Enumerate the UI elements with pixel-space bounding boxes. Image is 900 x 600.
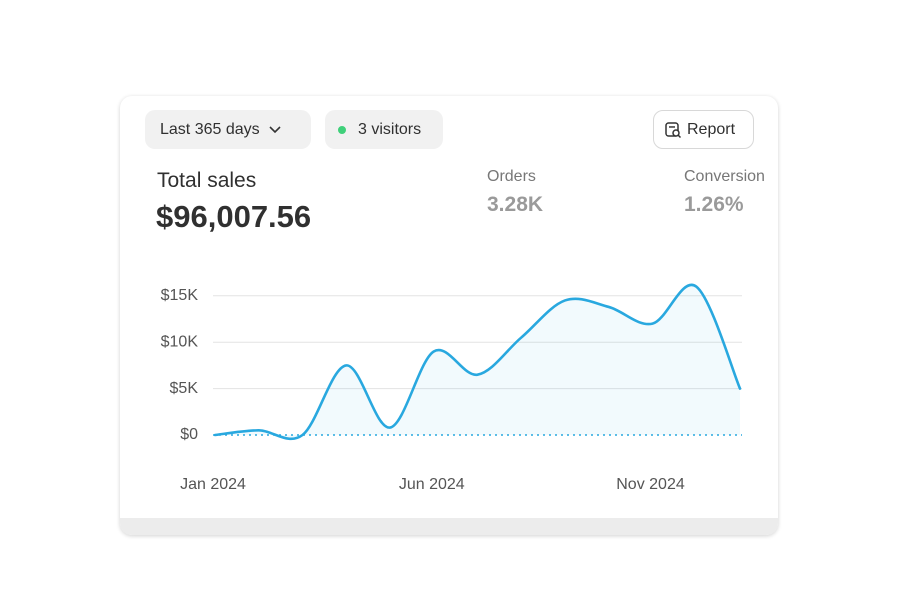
line — [213, 283, 742, 441]
report-icon — [665, 121, 682, 138]
report-label: Report — [687, 120, 736, 138]
x-tick-label: Jun 2024 — [399, 476, 465, 493]
total-sales-label: Total sales — [157, 169, 257, 192]
y-tick-label: $0 — [180, 426, 198, 443]
range-label: Last 365 days — [160, 120, 260, 138]
y-tick-label: $5K — [170, 380, 199, 397]
metric-label: Conversion — [684, 168, 765, 185]
total-sales-value: $96,007.56 — [156, 199, 312, 234]
y-tick-label: $10K — [161, 333, 199, 350]
live-dot — [338, 125, 346, 134]
area — [215, 284, 740, 439]
metric-value: 1.26% — [684, 193, 744, 216]
x-tick-label: Jan 2024 — [180, 476, 246, 493]
metric-value: 3.28K — [487, 193, 544, 216]
sales-chart: $0 $5K $10K $15K Jan 2024 Jun 2024 Nov 2024 — [161, 283, 742, 493]
card-footer — [120, 518, 778, 535]
visitors-pill[interactable]: 3 visitors — [325, 110, 443, 149]
metric-label: Orders — [487, 168, 536, 185]
visitors-label: 3 visitors — [358, 120, 422, 138]
range-button[interactable]: Last 365 days — [145, 110, 311, 149]
sales-card: Last 365 days 3 visitors Report Total sa… — [120, 96, 778, 535]
chevron-icon — [269, 125, 281, 133]
x-tick-label: Nov 2024 — [616, 476, 685, 493]
report-button[interactable]: Report — [653, 110, 754, 149]
y-tick-label: $15K — [161, 287, 199, 304]
